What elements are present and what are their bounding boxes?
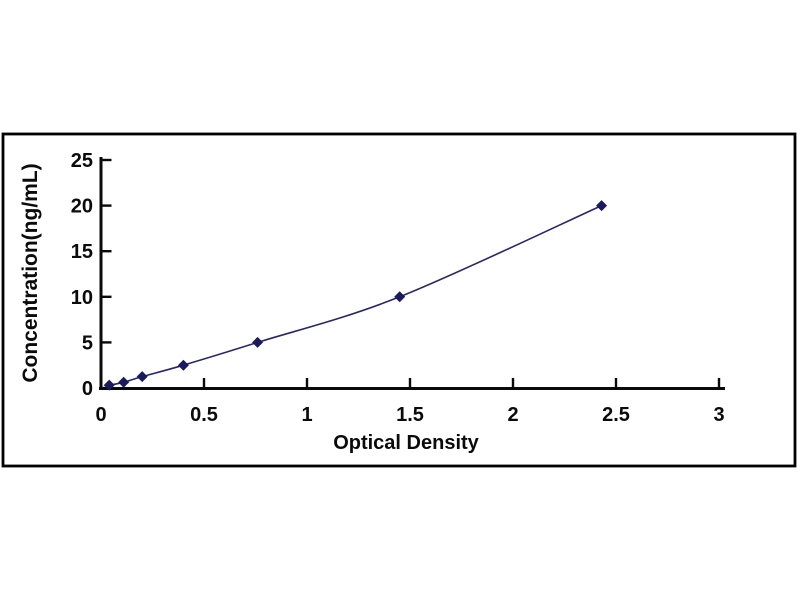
y-tick-label: 20	[71, 196, 93, 218]
y-tick-labels: 0 5 10 15 20 25	[71, 150, 93, 400]
y-tick-label: 25	[71, 150, 93, 172]
x-tick-label: 3	[713, 404, 724, 426]
data-point-diamond	[103, 379, 115, 391]
y-tick-label: 10	[71, 287, 93, 309]
data-point-diamond	[136, 371, 148, 383]
x-tick-labels: 0 0.5 1 1.5 2 2.5 3	[95, 404, 724, 426]
x-tick-label: 2.5	[602, 404, 630, 426]
data-point-diamond	[177, 359, 189, 371]
data-point-diamond	[252, 336, 264, 348]
y-tick-label: 0	[82, 378, 93, 400]
x-tick-label: 0	[95, 404, 106, 426]
y-axis-title: Concentration(ng/mL)	[19, 163, 42, 382]
x-tick-label: 0.5	[190, 404, 218, 426]
data-point-diamond	[596, 200, 608, 212]
data-point-diamond	[394, 291, 406, 303]
data-point-diamond	[118, 376, 130, 388]
x-tick-label: 1.5	[396, 404, 424, 426]
x-tick-label: 1	[301, 404, 312, 426]
y-tick-label: 5	[82, 332, 93, 354]
series-markers	[103, 200, 608, 391]
x-tick-label: 2	[507, 404, 518, 426]
y-tick-label: 15	[71, 241, 93, 263]
x-axis-title: Optical Density	[333, 432, 479, 454]
y-axis	[99, 157, 112, 390]
